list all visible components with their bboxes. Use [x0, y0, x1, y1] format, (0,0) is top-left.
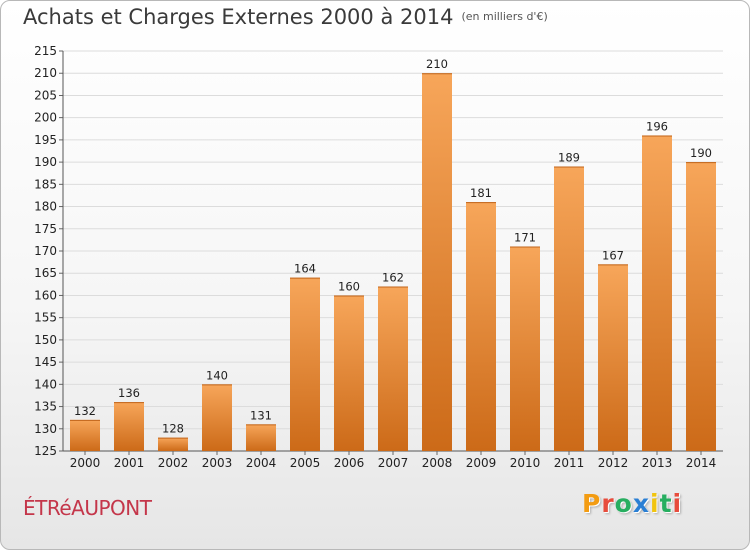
bar: [598, 264, 628, 451]
y-tick-label: 215: [34, 44, 57, 58]
logo-letter: o: [614, 489, 633, 518]
place-name: ÉTRéAUPONT: [23, 496, 152, 520]
x-tick-label: 2008: [422, 456, 453, 470]
bar-value-label: 171: [514, 231, 536, 245]
x-tick-label: 2007: [378, 456, 409, 470]
bar-value-label: 181: [470, 186, 492, 200]
x-tick-label: 2009: [466, 456, 497, 470]
logo-letter: P: [582, 489, 602, 518]
bar: [554, 166, 584, 452]
bar: [378, 286, 408, 451]
bar-value-label: 162: [382, 271, 404, 285]
y-tick-label: 155: [34, 311, 57, 325]
logo-letter: r: [601, 489, 615, 518]
proxiti-logo: Proxiti: [582, 489, 682, 518]
bar-value-label: 131: [250, 408, 272, 422]
y-tick-label: 125: [34, 444, 57, 458]
logo-letter: i: [672, 489, 683, 518]
bar: [202, 384, 232, 451]
bar-value-label: 140: [206, 368, 228, 382]
logo-letter: i: [650, 489, 660, 518]
y-tick-label: 200: [34, 111, 57, 125]
y-tick-label: 140: [34, 377, 57, 391]
bar: [466, 202, 496, 451]
bar-value-label: 167: [602, 248, 624, 262]
logo-letter: t: [659, 489, 673, 518]
y-tick-label: 160: [34, 288, 57, 302]
y-tick-label: 170: [34, 244, 57, 258]
bar: [70, 419, 100, 451]
chart-title-text: Achats et Charges Externes 2000 à 2014: [23, 5, 454, 29]
bar: [422, 73, 452, 451]
bar-value-label: 189: [558, 151, 580, 165]
bar: [686, 162, 716, 451]
x-tick-label: 2002: [158, 456, 189, 470]
y-tick-label: 210: [34, 66, 57, 80]
bar: [290, 277, 320, 451]
bar: [510, 246, 540, 451]
bar: [642, 135, 672, 451]
x-tick-label: 2000: [70, 456, 101, 470]
logo-letter: x: [632, 489, 650, 518]
bar: [114, 402, 144, 451]
y-tick-label: 145: [34, 355, 57, 369]
y-tick-label: 165: [34, 266, 57, 280]
bar-value-label: 136: [118, 386, 140, 400]
x-tick-label: 2012: [598, 456, 629, 470]
chart-title: Achats et Charges Externes 2000 à 2014 (e…: [23, 5, 548, 29]
bar-value-label: 196: [646, 119, 668, 133]
bar: [334, 295, 364, 451]
y-tick-label: 150: [34, 333, 57, 347]
chart-unit: (en milliers d'€): [461, 10, 548, 23]
x-tick-label: 2003: [202, 456, 233, 470]
x-tick-label: 2001: [114, 456, 145, 470]
bar-value-label: 132: [74, 404, 96, 418]
bar: [246, 424, 276, 451]
y-tick-label: 205: [34, 88, 57, 102]
bar-value-label: 164: [294, 262, 316, 276]
bar-value-label: 160: [338, 279, 360, 293]
y-tick-label: 180: [34, 200, 57, 214]
x-tick-label: 2005: [290, 456, 321, 470]
bar-value-label: 190: [690, 146, 712, 160]
x-tick-label: 2006: [334, 456, 365, 470]
x-tick-label: 2013: [642, 456, 673, 470]
bar: [158, 437, 188, 451]
bar-value-label: 128: [162, 422, 184, 436]
x-tick-label: 2010: [510, 456, 541, 470]
y-tick-label: 185: [34, 177, 57, 191]
y-tick-label: 175: [34, 222, 57, 236]
bar-value-label: 210: [426, 57, 448, 71]
y-tick-label: 135: [34, 400, 57, 414]
x-tick-label: 2011: [554, 456, 585, 470]
y-tick-label: 195: [34, 133, 57, 147]
y-tick-label: 130: [34, 422, 57, 436]
x-tick-label: 2014: [686, 456, 717, 470]
x-tick-label: 2004: [246, 456, 277, 470]
y-tick-label: 190: [34, 155, 57, 169]
